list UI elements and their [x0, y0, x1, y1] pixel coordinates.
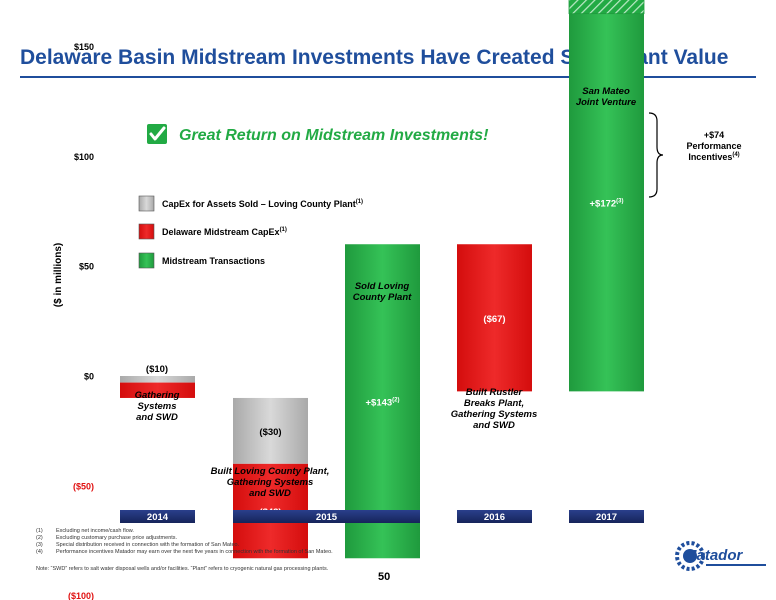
y-axis-label: ($ in millions): [53, 243, 64, 307]
y-tick-label: $150: [74, 42, 94, 52]
footnote: (3) Special distribution received in conn…: [36, 542, 240, 548]
y-tick-label: ($100): [68, 591, 94, 600]
bar-b2014-red: [120, 382, 195, 398]
legend-label: CapEx for Assets Sold – Loving County Pl…: [162, 199, 363, 209]
headline-text: Great Return on Midstream Investments!: [179, 127, 489, 144]
title-rule: [20, 76, 756, 78]
footnote: (4) Performance incentives Matador may ea…: [36, 549, 333, 555]
year-label: 2017: [596, 512, 617, 523]
bar-value-label: +$143(2): [365, 397, 399, 408]
footnote: (1) Excluding net income/cash flow.: [36, 528, 134, 534]
legend-swatch: [138, 195, 155, 212]
bar-b2017-green: [569, 13, 644, 392]
year-band: [569, 510, 644, 523]
annotation-gathering-2014: Gathering Systems and SWD: [135, 390, 180, 423]
page-number: 50: [378, 571, 391, 583]
y-tick-label: $100: [74, 152, 94, 162]
page-title: Delaware Basin Midstream Investments Hav…: [20, 46, 729, 69]
check-icon: [147, 124, 167, 144]
y-tick-label: $0: [84, 372, 94, 382]
year-label: 2015: [316, 512, 338, 523]
year-label: 2016: [484, 512, 505, 523]
bar-b2015-gray: [233, 397, 308, 464]
footnote: (2) Excluding customary purchase price ad…: [36, 535, 178, 541]
bar-b2016-red: [457, 244, 532, 392]
bar-value-label: ($30): [259, 427, 281, 438]
bar-b2014-gray: [120, 376, 195, 383]
annotation-sold-loving: Sold Loving County Plant: [353, 281, 412, 303]
y-tick-label: $50: [79, 262, 94, 272]
legend-swatch: [138, 223, 155, 240]
bar-value-label: ($10): [146, 364, 168, 375]
year-band: [457, 510, 532, 523]
footnote-note: Note: “SWD” refers to salt water disposa…: [36, 566, 329, 572]
bar-b2017-hatch: [568, 0, 645, 15]
incentive-label: +$74 Performance Incentives(4): [686, 130, 741, 162]
legend-label: Delaware Midstream CapEx(1): [162, 227, 287, 237]
annotation-built-rustler: Built Rustler Breaks Plant, Gathering Syst…: [451, 387, 538, 431]
incentive-brace: [648, 112, 664, 198]
legend-swatch: [138, 252, 155, 269]
year-label: 2014: [147, 512, 169, 523]
annotation-san-mateo: San Mateo Joint Venture: [576, 86, 637, 108]
year-band: [120, 510, 195, 523]
annotation-built-loving: Built Loving County Plant, Gathering Syst…: [211, 466, 330, 499]
bar-value-label: ($67): [483, 314, 505, 325]
bar-b2015-green: [345, 244, 420, 559]
year-band: [233, 510, 420, 523]
legend-label: Midstream Transactions: [162, 256, 265, 266]
matador-logo-icon: Matador: [675, 541, 766, 571]
bar-value-label: +$172(3): [589, 199, 623, 210]
y-tick-label: ($50): [73, 481, 94, 491]
logo-text: Matador: [684, 547, 744, 564]
